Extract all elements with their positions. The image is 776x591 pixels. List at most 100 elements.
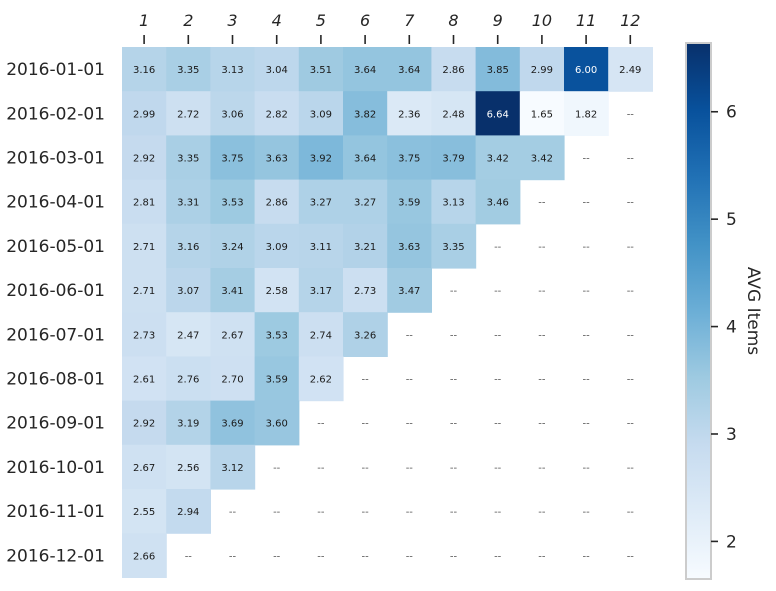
heatmap-cell bbox=[166, 223, 211, 269]
heatmap-cell bbox=[387, 135, 432, 181]
heatmap-cell bbox=[298, 356, 344, 402]
heatmap-cell-value: 3.53 bbox=[221, 198, 243, 209]
heatmap-cell-missing: -- bbox=[538, 286, 546, 297]
heatmap-cell-value: 3.09 bbox=[310, 109, 332, 120]
heatmap-cell-missing: -- bbox=[494, 419, 502, 430]
heatmap-cell-value: 3.31 bbox=[177, 198, 199, 209]
heatmap-cell-value: 3.75 bbox=[398, 154, 420, 165]
heatmap-cell-value: 3.85 bbox=[487, 65, 509, 76]
heatmap-cell bbox=[210, 91, 256, 136]
heatmap-cell-value: 3.27 bbox=[310, 198, 332, 209]
heatmap-cell bbox=[254, 91, 300, 136]
heatmap-cell-value: 3.21 bbox=[354, 242, 376, 253]
heatmap-cell bbox=[431, 179, 477, 225]
heatmap-cell-value: 3.06 bbox=[221, 109, 243, 120]
heatmap-cell-value: 2.58 bbox=[266, 286, 288, 297]
heatmap-cell bbox=[519, 47, 565, 92]
heatmap-cell-value: 3.13 bbox=[221, 65, 243, 76]
heatmap-cell bbox=[343, 223, 388, 269]
heatmap-cell-missing: -- bbox=[582, 242, 590, 253]
heatmap-cell bbox=[387, 268, 432, 313]
heatmap-cell-missing: -- bbox=[494, 375, 502, 386]
heatmap-cell-value: 6.00 bbox=[575, 65, 597, 76]
column-labels: 1 2 3 4 5 6 7 8 9 10 11 12 bbox=[139, 11, 640, 44]
heatmap-cell-value: 3.63 bbox=[398, 242, 420, 253]
heatmap-cell bbox=[210, 444, 256, 490]
heatmap-cell-value: 3.12 bbox=[221, 463, 243, 474]
heatmap-cell bbox=[210, 356, 256, 402]
heatmap-cell bbox=[343, 312, 388, 357]
column-label: 2 bbox=[183, 11, 193, 30]
heatmap-cell-value: 6.64 bbox=[487, 109, 509, 120]
heatmap-cell-value: 3.92 bbox=[310, 154, 332, 165]
heatmap-cell bbox=[387, 47, 432, 92]
heatmap-cell bbox=[343, 179, 388, 225]
column-label: 9 bbox=[493, 11, 503, 30]
heatmap-cell-value: 2.81 bbox=[133, 198, 155, 209]
heatmap-cell-value: 2.67 bbox=[221, 330, 243, 341]
heatmap-cell-missing: -- bbox=[450, 551, 458, 562]
colorbar-tick-label: 6 bbox=[726, 103, 737, 123]
column-label: 7 bbox=[404, 11, 415, 30]
heatmap-cell bbox=[254, 179, 300, 225]
column-label: 5 bbox=[316, 11, 326, 30]
heatmap-cell-missing: -- bbox=[582, 463, 590, 474]
heatmap-cell-missing: -- bbox=[273, 507, 281, 518]
column-label: 8 bbox=[448, 11, 458, 30]
heatmap-cell-value: 3.35 bbox=[442, 242, 464, 253]
heatmap-cell bbox=[475, 179, 521, 225]
heatmap-cell-missing: -- bbox=[361, 419, 369, 430]
row-label: 2016-01-01 bbox=[6, 60, 105, 80]
heatmap-cell-missing: -- bbox=[627, 507, 635, 518]
heatmap-cell-missing: -- bbox=[627, 198, 635, 209]
heatmap-cell-value: 1.65 bbox=[531, 109, 553, 120]
heatmap-cell-missing: -- bbox=[627, 242, 635, 253]
heatmap-cell-value: 3.82 bbox=[354, 109, 376, 120]
heatmap-cell-missing: -- bbox=[538, 330, 546, 341]
heatmap-cell-missing: -- bbox=[582, 551, 590, 562]
heatmap-cell-value: 2.66 bbox=[133, 551, 155, 562]
heatmap-cells: 3.16 3.35 3.13 3.04 3.51 3.64 3.64 2.86 3.85 2.99… bbox=[122, 47, 653, 578]
heatmap-cell bbox=[122, 268, 167, 313]
heatmap-cell bbox=[122, 489, 167, 534]
heatmap-cell bbox=[254, 135, 300, 181]
row-labels: 2016-01-01 2016-02-01 2016-03-01 2016-04-01… bbox=[6, 60, 105, 566]
heatmap-cell bbox=[475, 47, 521, 92]
row-label: 2016-07-01 bbox=[6, 325, 105, 345]
heatmap-cell-missing: -- bbox=[627, 551, 635, 562]
heatmap-cell bbox=[431, 223, 477, 269]
heatmap-cell-missing: -- bbox=[538, 375, 546, 386]
heatmap-cell-value: 3.47 bbox=[398, 286, 420, 297]
heatmap-cell bbox=[254, 312, 300, 357]
heatmap-cell bbox=[166, 444, 211, 490]
heatmap-cell-value: 3.41 bbox=[221, 286, 243, 297]
heatmap-cell-value: 3.64 bbox=[354, 154, 376, 165]
heatmap-cell bbox=[122, 400, 167, 446]
heatmap-cell-missing: -- bbox=[185, 551, 193, 562]
colorbar-tick-label: 4 bbox=[726, 318, 737, 338]
heatmap-cell-value: 3.69 bbox=[221, 419, 243, 430]
heatmap-cell-missing: -- bbox=[627, 154, 635, 165]
column-label: 12 bbox=[620, 11, 640, 30]
heatmap-cell bbox=[431, 47, 477, 92]
heatmap-cell bbox=[122, 223, 167, 269]
heatmap-cell-missing: -- bbox=[406, 507, 414, 518]
heatmap-cell-value: 3.24 bbox=[221, 242, 243, 253]
heatmap-cell-value: 3.51 bbox=[310, 65, 332, 76]
heatmap-cell-missing: -- bbox=[406, 551, 414, 562]
heatmap-cell-missing: -- bbox=[627, 330, 635, 341]
row-label: 2016-12-01 bbox=[6, 546, 105, 566]
heatmap-cell-missing: -- bbox=[627, 419, 635, 430]
column-label: 6 bbox=[360, 11, 370, 30]
row-label: 2016-10-01 bbox=[6, 458, 105, 478]
heatmap-cell bbox=[519, 135, 565, 181]
heatmap-cell-missing: -- bbox=[494, 242, 502, 253]
heatmap-cell-value: 3.07 bbox=[177, 286, 199, 297]
heatmap-cell-value: 3.59 bbox=[398, 198, 420, 209]
heatmap-cell-missing: -- bbox=[229, 507, 237, 518]
heatmap-cell-value: 3.13 bbox=[442, 198, 464, 209]
heatmap-cell bbox=[166, 91, 211, 136]
column-label: 3 bbox=[227, 11, 237, 30]
heatmap-cell-value: 3.35 bbox=[177, 154, 199, 165]
heatmap-cell bbox=[254, 47, 300, 92]
